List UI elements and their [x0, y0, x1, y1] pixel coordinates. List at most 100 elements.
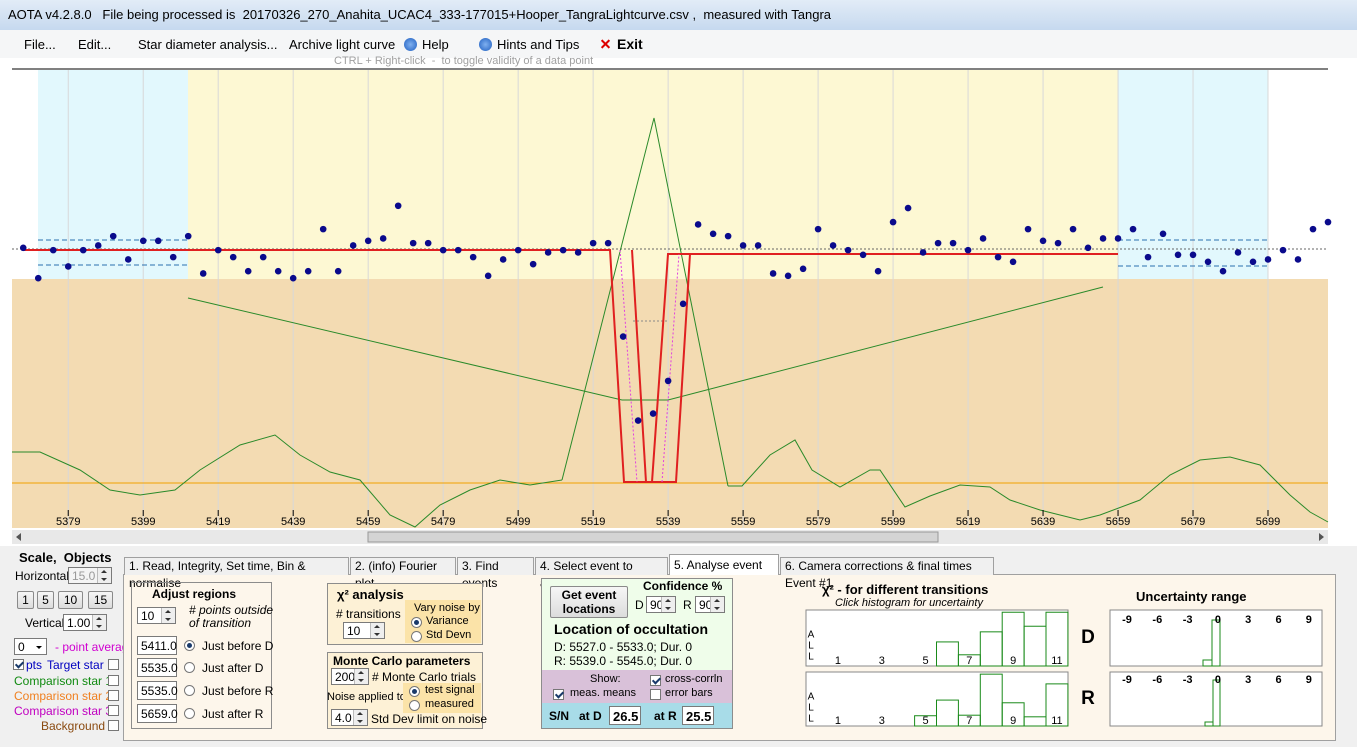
radio[interactable]: [411, 631, 422, 642]
transitions-spinner[interactable]: 10: [343, 622, 385, 639]
label: # transitions: [336, 607, 401, 621]
spin-arrows[interactable]: [161, 608, 175, 623]
panel-title: Scale, Objects: [19, 550, 112, 565]
radio[interactable]: [184, 640, 195, 651]
value: 15.0: [72, 569, 96, 583]
checkbox[interactable]: [108, 720, 119, 731]
label: Background: [41, 719, 106, 733]
label: Comparison star 3: [14, 704, 113, 718]
label: at R: [654, 709, 677, 723]
spin-arrows[interactable]: [661, 597, 675, 612]
location-title: Location of occultation: [554, 621, 708, 637]
scale-button[interactable]: 5: [37, 591, 54, 609]
spin-arrows[interactable]: [354, 669, 368, 684]
radio[interactable]: [411, 617, 422, 628]
radio[interactable]: [184, 685, 195, 696]
confidence-spinner[interactable]: 90: [695, 596, 725, 613]
label: cross-corrln: [665, 673, 723, 685]
menu-bar: [0, 30, 1357, 58]
menu-item[interactable]: Archive light curve: [289, 37, 396, 52]
group-title: Monte Carlo parameters: [333, 654, 471, 668]
radio[interactable]: [184, 662, 195, 673]
hints-icon: [479, 38, 492, 51]
radio[interactable]: [184, 708, 195, 719]
region-value[interactable]: 5535.0: [137, 658, 178, 677]
value: 10: [141, 609, 155, 623]
radio[interactable]: [409, 700, 420, 711]
checkbox[interactable]: [650, 689, 661, 700]
checkbox[interactable]: [553, 689, 564, 700]
value: 90: [650, 598, 664, 612]
spin-arrows[interactable]: [370, 623, 384, 638]
label: Comparison star 1: [14, 674, 113, 688]
label: measured: [425, 698, 474, 710]
scale-button[interactable]: 1: [17, 591, 34, 609]
menu-item[interactable]: Hints and Tips: [497, 37, 580, 52]
trials-spinner[interactable]: 2000: [331, 668, 369, 685]
confidence-spinner[interactable]: 90: [646, 596, 676, 613]
checkbox[interactable]: [650, 675, 661, 686]
menu-item[interactable]: File...: [24, 37, 56, 52]
label: Comparison star 2: [14, 689, 113, 703]
value: 0: [18, 640, 25, 654]
label: Std Dev limit on noise: [371, 712, 488, 726]
region-value[interactable]: 5535.0: [137, 681, 178, 700]
checkbox[interactable]: [108, 675, 119, 686]
average-select[interactable]: 0: [14, 638, 47, 655]
scale-button[interactable]: 15: [88, 591, 113, 609]
region-value[interactable]: 5411.0: [137, 636, 177, 655]
tab[interactable]: 2. (info) Fourier plot: [350, 557, 456, 590]
spin-arrows[interactable]: [353, 710, 367, 725]
checkbox[interactable]: [108, 659, 119, 670]
tab[interactable]: 4. Select event to analyse: [535, 557, 668, 590]
tab[interactable]: 6. Camera corrections & final times Even…: [780, 557, 994, 590]
horizontal-scale[interactable]: 15.0: [68, 567, 112, 584]
radio[interactable]: [409, 686, 420, 697]
std-spinner[interactable]: 4.0: [331, 709, 368, 726]
tab[interactable]: 1. Read, Integrity, Set time, Bin & norm…: [124, 557, 349, 590]
label: Confidence %: [643, 579, 723, 593]
spin-arrows[interactable]: [92, 615, 106, 630]
scale-button[interactable]: 10: [58, 591, 83, 609]
histogram-title: χ² - for different transitions: [822, 582, 989, 597]
checkbox[interactable]: [108, 690, 119, 701]
show-panel: [542, 670, 732, 703]
label: test signal: [425, 684, 475, 696]
checkbox[interactable]: [108, 705, 119, 716]
label: Vertical: [25, 616, 65, 630]
label: Just after R: [202, 707, 264, 721]
button-text: locations: [562, 602, 616, 616]
label: Show:: [590, 673, 621, 685]
menu-item[interactable]: Exit: [617, 36, 643, 52]
checkbox[interactable]: [13, 659, 24, 670]
label: Just before D: [202, 639, 274, 653]
menu-item[interactable]: Edit...: [78, 37, 112, 52]
sn-value: 25.5: [682, 706, 714, 725]
spin-arrows[interactable]: [97, 568, 111, 583]
value: 4.0: [335, 711, 352, 725]
label: pts: [26, 658, 43, 672]
label: Just after D: [202, 661, 264, 675]
label: Vary noise by: [414, 602, 480, 614]
help-icon: [404, 38, 417, 51]
tab[interactable]: 3. Find events: [457, 557, 534, 590]
value: 90: [699, 598, 713, 612]
region-value[interactable]: 5659.0: [137, 704, 178, 723]
label: Noise applied to: [327, 691, 406, 703]
points-spinner[interactable]: 10: [137, 607, 176, 624]
label: S/N at D: [549, 709, 602, 723]
group-title: Adjust regions: [152, 587, 237, 601]
spin-arrows[interactable]: [710, 597, 724, 612]
get-locations-button[interactable]: Get event locations: [550, 586, 628, 618]
uncertainty-title: Uncertainty range: [1136, 589, 1247, 604]
label: meas. means: [570, 687, 637, 699]
menu-item[interactable]: Help: [422, 37, 449, 52]
menu-item[interactable]: Star diameter analysis...: [138, 37, 278, 52]
tab[interactable]: 5. Analyse event #1: [669, 554, 779, 592]
event-line: D: 5527.0 - 5533.0; Dur. 0: [554, 640, 693, 654]
hint-text: CTRL + Right-click - to toggle validity …: [334, 55, 594, 67]
sn-value: 26.5: [609, 706, 641, 725]
vertical-scale[interactable]: 1.00: [63, 614, 107, 631]
event-line: R: 5539.0 - 5545.0; Dur. 0: [554, 654, 693, 668]
label: error bars: [665, 687, 713, 699]
